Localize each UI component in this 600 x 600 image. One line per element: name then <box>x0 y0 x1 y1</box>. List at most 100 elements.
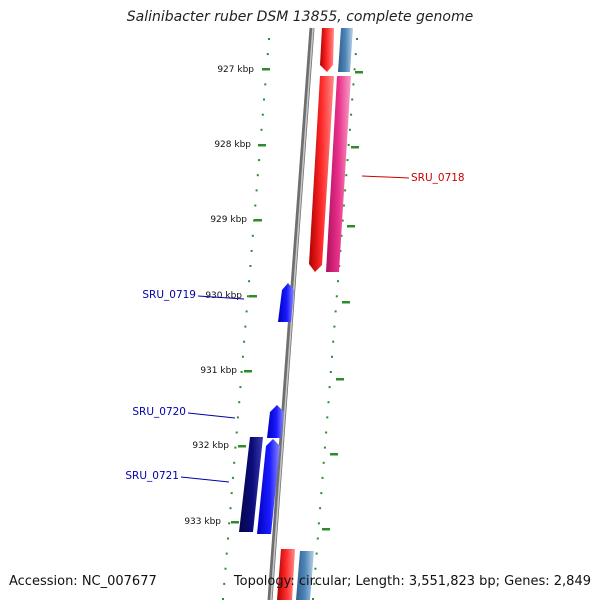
scale-dot <box>246 295 249 298</box>
label-connector <box>180 476 230 483</box>
scale-dot <box>250 249 253 252</box>
gene-sru0721[interactable] <box>257 439 280 534</box>
gene-label-text: SRU_0721 <box>125 470 179 482</box>
scale-dot <box>224 567 227 570</box>
scale-dot <box>344 189 347 192</box>
scale-dot <box>230 492 233 495</box>
scale-dot <box>256 174 259 177</box>
scale-dot <box>236 416 239 419</box>
gene-label-text: SRU_0720 <box>132 406 186 418</box>
tick-label: 927 kbp <box>217 65 254 75</box>
genome-backbone-highlight <box>270 27 314 600</box>
tick-label: 930 kbp <box>205 291 242 301</box>
tick-mark <box>254 219 262 222</box>
tick-mark <box>231 521 239 524</box>
scale-dot <box>240 371 243 373</box>
scale-dot <box>312 598 314 600</box>
scale-dot <box>235 431 238 434</box>
scale-dot <box>228 522 231 525</box>
scale-dot <box>225 552 228 555</box>
scale-dot <box>268 38 270 40</box>
tick-931: 931 kbp <box>200 366 252 376</box>
gene-sru0720[interactable] <box>267 405 284 438</box>
genome-summary-text: Topology: circular; Length: 3,551,823 bp… <box>233 574 591 589</box>
scale-dot <box>323 446 326 449</box>
scale-dot <box>266 53 269 56</box>
gene-red-top[interactable] <box>320 28 334 72</box>
scale-dot <box>341 219 344 222</box>
gene-sru0719[interactable] <box>278 283 294 322</box>
label-sru0721[interactable]: SRU_0721 <box>125 470 230 483</box>
scale-dot <box>248 280 251 283</box>
scale-dot <box>332 340 335 343</box>
scale-dot <box>353 68 356 71</box>
label-sru0719[interactable]: SRU_0719 <box>142 289 245 301</box>
scale-dot <box>340 234 343 237</box>
tick-label: 932 kbp <box>192 441 229 451</box>
gene-steelblue-top[interactable] <box>338 28 353 72</box>
outer-scale-dots <box>312 38 358 600</box>
scale-dot <box>329 371 332 373</box>
tick-932: 932 kbp <box>192 441 246 451</box>
inner-scale-dots <box>222 38 270 600</box>
scale-dot <box>326 416 329 419</box>
scale-dot <box>321 476 324 479</box>
gene-navy[interactable] <box>239 437 263 532</box>
scale-dot <box>345 174 348 177</box>
scale-dot <box>342 204 345 207</box>
scale-dot <box>233 461 236 464</box>
scale-dot <box>231 476 234 479</box>
scale-dot <box>243 340 246 343</box>
scale-dot <box>352 83 355 86</box>
scale-dot <box>229 507 232 510</box>
scale-dot <box>261 113 264 116</box>
label-sru0720[interactable]: SRU_0720 <box>132 406 236 419</box>
scale-dot <box>339 249 342 252</box>
scale-dot <box>314 567 317 570</box>
tick-929: 929 kbp <box>210 215 262 225</box>
tick-928: 928 kbp <box>214 140 266 150</box>
scale-dot <box>327 401 330 404</box>
scale-dot <box>350 113 353 116</box>
gene-steelblue-bottom[interactable] <box>296 551 314 600</box>
scale-dot <box>331 355 333 358</box>
map-title: Salinibacter ruber DSM 13855, complete g… <box>126 9 474 25</box>
scale-dot <box>245 310 248 313</box>
gene-red-bottom[interactable] <box>277 549 295 600</box>
scale-dot <box>315 552 318 555</box>
scale-dot <box>223 582 226 585</box>
outer-tick-mark <box>355 71 363 74</box>
scale-dot <box>319 507 322 510</box>
gene-label-text: SRU_0719 <box>142 289 196 301</box>
scale-dot <box>337 280 339 283</box>
outer-tick-mark <box>351 146 359 149</box>
scale-dot <box>356 38 358 40</box>
outer-ticks <box>322 71 363 531</box>
tick-933: 933 kbp <box>184 517 239 527</box>
scale-dot <box>251 234 254 237</box>
gene-red-long[interactable] <box>309 76 334 272</box>
scale-dot <box>346 159 349 162</box>
scale-dot <box>325 431 328 434</box>
tick-label: 928 kbp <box>214 140 251 150</box>
scale-dot <box>313 582 316 585</box>
scale-dot <box>239 386 242 389</box>
outer-tick-mark <box>342 301 350 304</box>
scale-dot <box>333 325 336 328</box>
scale-dot <box>234 446 237 449</box>
scale-dot <box>258 159 261 162</box>
accession-text: Accession: NC_007677 <box>9 574 157 589</box>
label-connector <box>361 175 410 179</box>
tick-927: 927 kbp <box>217 65 270 75</box>
gene-sru0718[interactable] <box>326 76 351 272</box>
scale-dot <box>317 522 320 525</box>
tick-mark <box>238 445 246 448</box>
label-sru0718[interactable]: SRU_0718 <box>361 172 465 184</box>
scale-dot <box>322 461 325 464</box>
scale-dot <box>354 53 357 56</box>
tick-label: 933 kbp <box>184 517 221 527</box>
scale-dot <box>222 598 224 600</box>
tick-mark <box>249 295 257 298</box>
scale-dot <box>334 310 337 313</box>
